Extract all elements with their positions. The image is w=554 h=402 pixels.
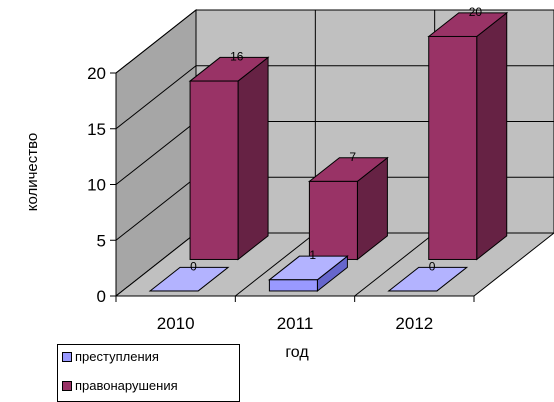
data-label: 1: [309, 248, 316, 262]
y-axis-label: количество: [24, 133, 41, 212]
bar: [427, 11, 509, 261]
bar-front: [189, 80, 239, 260]
legend-swatch-crimes: [62, 351, 72, 362]
data-labels: 16 7 20 0 1 0: [190, 5, 483, 273]
floor-gridline: [354, 232, 435, 297]
y-axis-ticks: 0 5 10 15 20: [87, 64, 117, 306]
y-tick-label: 0: [97, 287, 106, 306]
y-tick-label: 5: [97, 231, 106, 250]
data-label: 7: [349, 150, 356, 164]
y-tick-label: 20: [87, 64, 106, 83]
legend-label-crimes: преступления: [75, 349, 159, 364]
data-label: 20: [469, 5, 483, 19]
legend-item-offenses: правонарушения: [62, 378, 178, 393]
bar-front: [308, 180, 358, 260]
y-tick-label: 10: [87, 176, 106, 195]
bars: [148, 11, 509, 292]
legend-label-offenses: правонарушения: [75, 378, 178, 393]
x-tick-label: 2010: [157, 314, 195, 333]
bar: [387, 266, 469, 292]
bar-side: [237, 56, 269, 261]
data-label: 0: [429, 259, 436, 273]
x-tick-label: 2012: [395, 314, 433, 333]
y-tick-label: 15: [87, 120, 106, 139]
bar: [307, 156, 389, 261]
x-axis-label: год: [285, 344, 309, 361]
bar: [188, 56, 270, 261]
legend: преступления правонарушения: [57, 344, 240, 402]
data-label: 16: [230, 49, 244, 63]
legend-swatch-offenses: [62, 380, 72, 391]
x-axis-ticks: 2010 2011 2012: [115, 295, 475, 333]
bar: [267, 255, 349, 292]
x-tick-label: 2011: [277, 314, 314, 333]
bar-front: [268, 279, 318, 292]
floor-gridline: [235, 232, 316, 297]
bar-front: [428, 35, 478, 260]
bar: [148, 266, 230, 292]
legend-item-crimes: преступления: [62, 349, 159, 364]
bar-side: [476, 11, 508, 261]
data-label: 0: [190, 259, 197, 273]
